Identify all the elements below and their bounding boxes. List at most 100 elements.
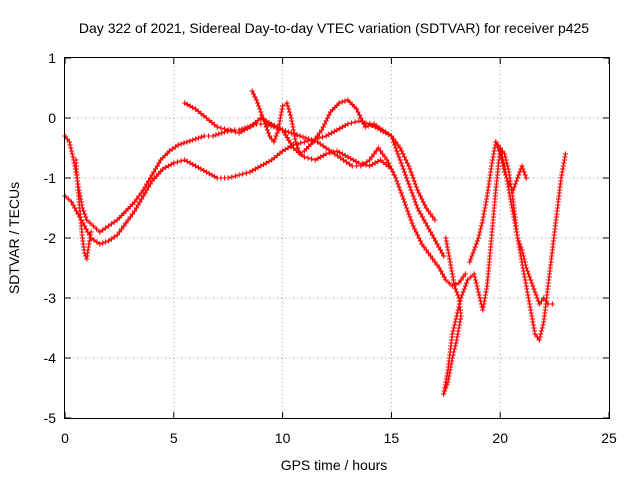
data-point-sample xyxy=(413,184,419,190)
data-point-sample xyxy=(70,202,76,208)
data-point xyxy=(502,169,508,175)
data-point-sample xyxy=(399,148,405,154)
data-point-sample xyxy=(260,115,266,121)
data-point-sample xyxy=(416,208,422,214)
data-point-sample xyxy=(68,148,75,154)
data-point-sample xyxy=(206,117,212,123)
series-track-d xyxy=(249,88,447,259)
y-tick-label: -4 xyxy=(44,350,57,366)
data-point-sample xyxy=(395,181,401,187)
data-point-sample xyxy=(103,225,109,231)
data-point xyxy=(549,301,555,307)
data-point-sample xyxy=(383,129,389,135)
data-point-sample xyxy=(527,304,533,310)
data-point xyxy=(114,232,120,238)
data-point xyxy=(441,253,447,259)
data-point-sample xyxy=(364,159,370,165)
data-point-sample xyxy=(346,161,352,167)
data-point-sample xyxy=(276,121,282,127)
data-point xyxy=(354,106,360,112)
data-point-sample xyxy=(198,110,204,117)
data-point-sample xyxy=(461,286,467,292)
data-point xyxy=(336,100,342,106)
data-point-sample xyxy=(425,208,431,214)
series-track-f xyxy=(441,145,569,397)
data-point-sample xyxy=(441,274,447,280)
data-point-sample xyxy=(372,160,378,166)
data-point-sample xyxy=(399,163,405,169)
data-point-sample xyxy=(533,292,539,298)
data-point-sample xyxy=(318,154,324,160)
data-point-sample xyxy=(377,148,384,154)
data-point-sample xyxy=(266,158,272,165)
data-point xyxy=(451,283,458,289)
data-point-sample xyxy=(337,149,343,156)
data-point-sample xyxy=(325,115,331,121)
data-point-sample xyxy=(437,247,443,253)
data-point-sample xyxy=(82,211,88,217)
data-point-sample xyxy=(401,154,408,160)
data-point-sample xyxy=(423,247,429,253)
data-point-sample xyxy=(404,175,410,181)
data-point-sample xyxy=(178,141,184,147)
data-point-sample xyxy=(187,103,193,109)
data-point-sample xyxy=(294,142,300,148)
data-point-sample xyxy=(135,202,141,208)
data-point-sample xyxy=(472,277,479,283)
data-point-sample xyxy=(534,295,540,301)
data-point-sample xyxy=(522,172,528,178)
data-point-sample xyxy=(450,328,456,334)
data-point-sample xyxy=(147,175,153,181)
data-point-sample xyxy=(259,112,265,118)
data-point-sample xyxy=(338,155,344,161)
data-point xyxy=(86,241,92,247)
data-point-sample xyxy=(295,145,301,151)
data-point-sample xyxy=(432,259,438,265)
data-point-sample xyxy=(146,184,152,190)
data-point xyxy=(262,121,268,127)
data-point-sample xyxy=(190,161,196,168)
data-point-sample xyxy=(212,173,218,180)
data-point xyxy=(536,337,542,343)
data-point-sample xyxy=(500,163,506,169)
data-point xyxy=(423,205,429,211)
data-point-sample xyxy=(523,262,529,268)
data-point-sample xyxy=(422,202,428,208)
data-point-sample xyxy=(520,250,526,256)
data-point-sample xyxy=(480,214,486,220)
data-point xyxy=(269,121,275,127)
data-point-sample xyxy=(504,175,510,181)
data-point-sample xyxy=(499,160,505,166)
data-point-sample xyxy=(326,147,332,153)
data-point-sample xyxy=(383,161,389,168)
data-point-sample xyxy=(396,184,402,190)
y-tick-label: -1 xyxy=(44,170,57,186)
data-point xyxy=(410,223,416,229)
data-point-sample xyxy=(505,178,511,184)
data-point-sample xyxy=(531,286,537,292)
data-point-sample xyxy=(243,170,249,176)
data-point-sample xyxy=(438,268,444,274)
data-point-sample xyxy=(407,166,413,172)
data-point-sample xyxy=(518,244,524,250)
data-point-sample xyxy=(400,166,406,172)
data-point-sample xyxy=(256,103,262,109)
data-point xyxy=(171,160,177,166)
data-point-sample xyxy=(412,199,418,205)
data-point-sample xyxy=(144,187,150,193)
data-point-sample xyxy=(241,127,248,133)
data-point-sample xyxy=(404,205,410,211)
data-point-sample xyxy=(510,208,516,214)
data-point xyxy=(166,148,172,154)
data-point-sample xyxy=(250,167,256,174)
data-point xyxy=(367,163,373,169)
data-point-sample xyxy=(496,148,502,154)
data-point-sample xyxy=(261,161,267,168)
data-point xyxy=(454,313,460,319)
data-point-sample xyxy=(451,325,457,331)
data-point xyxy=(558,175,564,181)
data-point-sample xyxy=(263,124,269,130)
data-point-sample xyxy=(274,130,280,136)
data-point-sample xyxy=(251,91,257,97)
data-point-sample xyxy=(417,193,423,199)
